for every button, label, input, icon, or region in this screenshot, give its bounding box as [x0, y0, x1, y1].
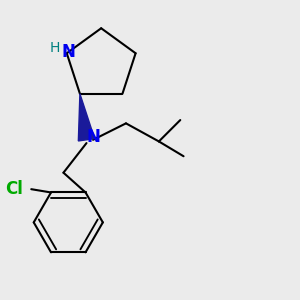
Text: N: N: [61, 43, 75, 61]
Polygon shape: [78, 94, 94, 141]
Text: H: H: [50, 41, 60, 55]
Text: N: N: [86, 128, 100, 146]
Text: Cl: Cl: [5, 180, 23, 198]
